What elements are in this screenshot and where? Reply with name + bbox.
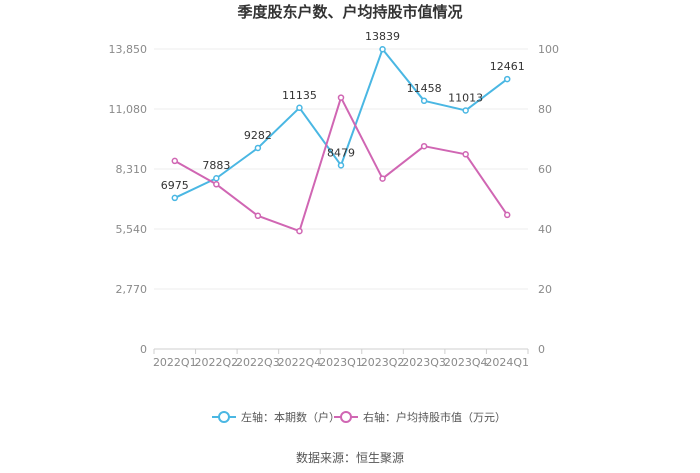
left-axis-tick-label: 8,310 [116,163,148,176]
data-label: 13839 [365,30,400,43]
right-axis-tick-label: 0 [538,343,545,356]
data-point [379,45,386,53]
data-point [420,142,428,150]
data-label: 11135 [282,89,317,102]
data-label: 8479 [327,146,355,159]
axes: 0 2,770 5,540 8,310 11,080 13,850 0 20 40 60 80 100… [109,43,560,369]
legend-item[interactable]: 右轴：户均持股市值（万元） [334,410,506,424]
x-axis-tick-label: 2022Q2 [195,356,239,369]
legend-label: 右轴：户均持股市值（万元） [363,410,506,424]
left-axis-tick-label: 0 [140,343,147,356]
data-label: 6975 [161,179,189,192]
legend-item[interactable]: 左轴：本期数（户） [212,410,340,424]
data-point [379,175,386,182]
right-axis-tick-label: 40 [538,223,552,236]
data-point [296,227,303,235]
data-point [254,212,262,220]
chart-title: 季度股东户数、户均持股市值情况 [237,3,462,21]
data-label: 7883 [202,159,230,172]
right-axis-tick-label: 60 [538,163,552,176]
right-axis-tick-label: 100 [538,43,559,56]
legend[interactable]: 左轴：本期数（户） 右轴：户均持股市值（万元） [212,410,506,424]
data-point [213,174,220,182]
legend-marker [340,411,352,423]
source-note: 数据来源：恒生聚源 [296,450,404,465]
data-point [171,194,179,202]
data-label: 9282 [244,129,272,142]
data-point [462,107,469,114]
data-label: 12461 [490,60,525,73]
data-label: 11458 [407,82,442,95]
data-point [337,94,345,101]
data-point [296,104,303,112]
series-line [174,48,508,199]
left-axis-tick-label: 2,770 [116,283,148,296]
x-axis-tick-label: 2022Q1 [153,356,197,369]
left-axis-tick-label: 11,080 [109,103,148,116]
data-point [503,75,511,83]
data-point [420,97,428,105]
right-axis-tick-label: 20 [538,283,552,296]
left-axis-tick-label: 5,540 [116,223,148,236]
data-point [171,157,179,165]
x-axis-tick-label: 2023Q4 [444,356,488,369]
legend-marker [218,411,230,423]
data-point [254,144,262,152]
grid [154,48,528,350]
x-axis-tick-label: 2024Q1 [485,356,529,369]
data-label: 11013 [448,91,483,104]
x-axis-tick-label: 2023Q1 [319,356,363,369]
x-axis-tick-label: 2022Q4 [278,356,322,369]
data-point [213,181,220,188]
right-axis-tick-label: 80 [538,103,552,116]
left-axis-tick-label: 13,850 [109,43,148,56]
series-layer: 6975 7883 9282 11135 8479 13839 11458 11013 1246… [161,30,525,235]
x-axis-tick-label: 2022Q3 [236,356,280,369]
data-point [462,151,469,158]
x-axis-tick-label: 2023Q2 [361,356,405,369]
legend-label: 左轴：本期数（户） [241,410,340,424]
x-axis-tick-label: 2023Q3 [402,356,446,369]
data-point [503,211,511,219]
data-point [337,162,345,169]
